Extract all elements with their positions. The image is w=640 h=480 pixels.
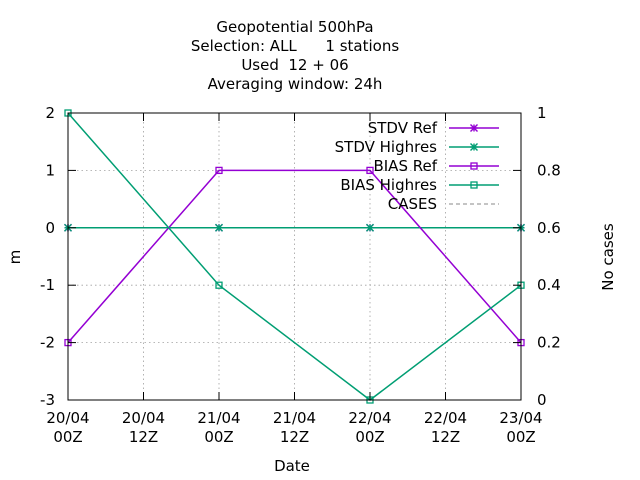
y-tick-label: -2 — [40, 334, 55, 352]
data-point — [215, 223, 223, 232]
x-axis-label: Date — [274, 457, 310, 475]
x-tick-label-date: 21/04 — [197, 409, 240, 427]
legend-label: STDV Ref — [368, 119, 438, 137]
y-tick-label: 0 — [45, 219, 55, 237]
y2-axis-label: No cases — [599, 223, 617, 291]
y-axis: 2 1 0 -1 -2 -3 — [40, 104, 76, 409]
y2-axis: 1 0.8 0.6 0.4 0.2 0 — [513, 104, 561, 409]
legend-label: BIAS Highres — [340, 176, 437, 194]
y2-tick-label: 0 — [537, 391, 547, 409]
legend-label: STDV Highres — [335, 138, 438, 156]
x-tick-label-date: 20/04 — [46, 409, 89, 427]
x-axis: 20/0400Z20/0412Z21/0400Z21/0412Z22/0400Z… — [46, 113, 543, 446]
legend-marker — [470, 162, 478, 170]
legend-marker — [470, 181, 478, 189]
y-tick-label: 2 — [45, 104, 55, 122]
legend-item: BIAS Highres — [340, 176, 499, 194]
title-line: Selection: ALL 1 stations — [191, 37, 399, 55]
series-line — [67, 169, 522, 344]
legend-label: BIAS Ref — [373, 157, 437, 175]
legend-item: BIAS Ref — [373, 157, 499, 175]
y-tick-label: 1 — [45, 161, 55, 179]
x-tick-label-date: 22/04 — [348, 409, 391, 427]
data-point — [215, 166, 223, 175]
x-tick-label-hour: 12Z — [431, 428, 460, 446]
legend-marker — [470, 124, 478, 132]
legend-item: CASES — [388, 195, 499, 213]
grid — [68, 112, 521, 400]
x-tick-label-date: 23/04 — [499, 409, 542, 427]
x-tick-label-hour: 12Z — [280, 428, 309, 446]
x-tick-label-date: 21/04 — [273, 409, 316, 427]
y2-tick-label: 0.2 — [537, 334, 561, 352]
data-point — [366, 166, 374, 175]
x-tick-label-hour: 00Z — [355, 428, 384, 446]
legend-label: CASES — [388, 195, 437, 213]
data-point — [366, 223, 374, 232]
legend-item: STDV Ref — [368, 119, 499, 137]
title-line: Used 12 + 06 — [241, 56, 348, 74]
legend-marker — [470, 143, 478, 151]
x-tick-label-hour: 00Z — [506, 428, 535, 446]
y2-tick-label: 0.8 — [537, 161, 561, 179]
y2-tick-label: 0.6 — [537, 219, 561, 237]
y2-tick-label: 0.4 — [537, 276, 561, 294]
series-line — [67, 112, 522, 401]
y-axis-label: m — [6, 250, 24, 265]
data-point — [215, 281, 223, 289]
title-line: Averaging window: 24h — [208, 75, 383, 93]
x-tick-label-date: 22/04 — [424, 409, 467, 427]
x-tick-label-hour: 00Z — [53, 428, 82, 446]
x-tick-label-date: 20/04 — [122, 409, 165, 427]
title-line: Geopotential 500hPa — [216, 18, 373, 36]
y-tick-label: -3 — [40, 391, 55, 409]
y-tick-label: -1 — [40, 276, 55, 294]
x-tick-label-hour: 12Z — [129, 428, 158, 446]
legend-item: STDV Highres — [335, 138, 499, 156]
x-tick-label-hour: 00Z — [204, 428, 233, 446]
y2-tick-label: 1 — [537, 104, 547, 122]
